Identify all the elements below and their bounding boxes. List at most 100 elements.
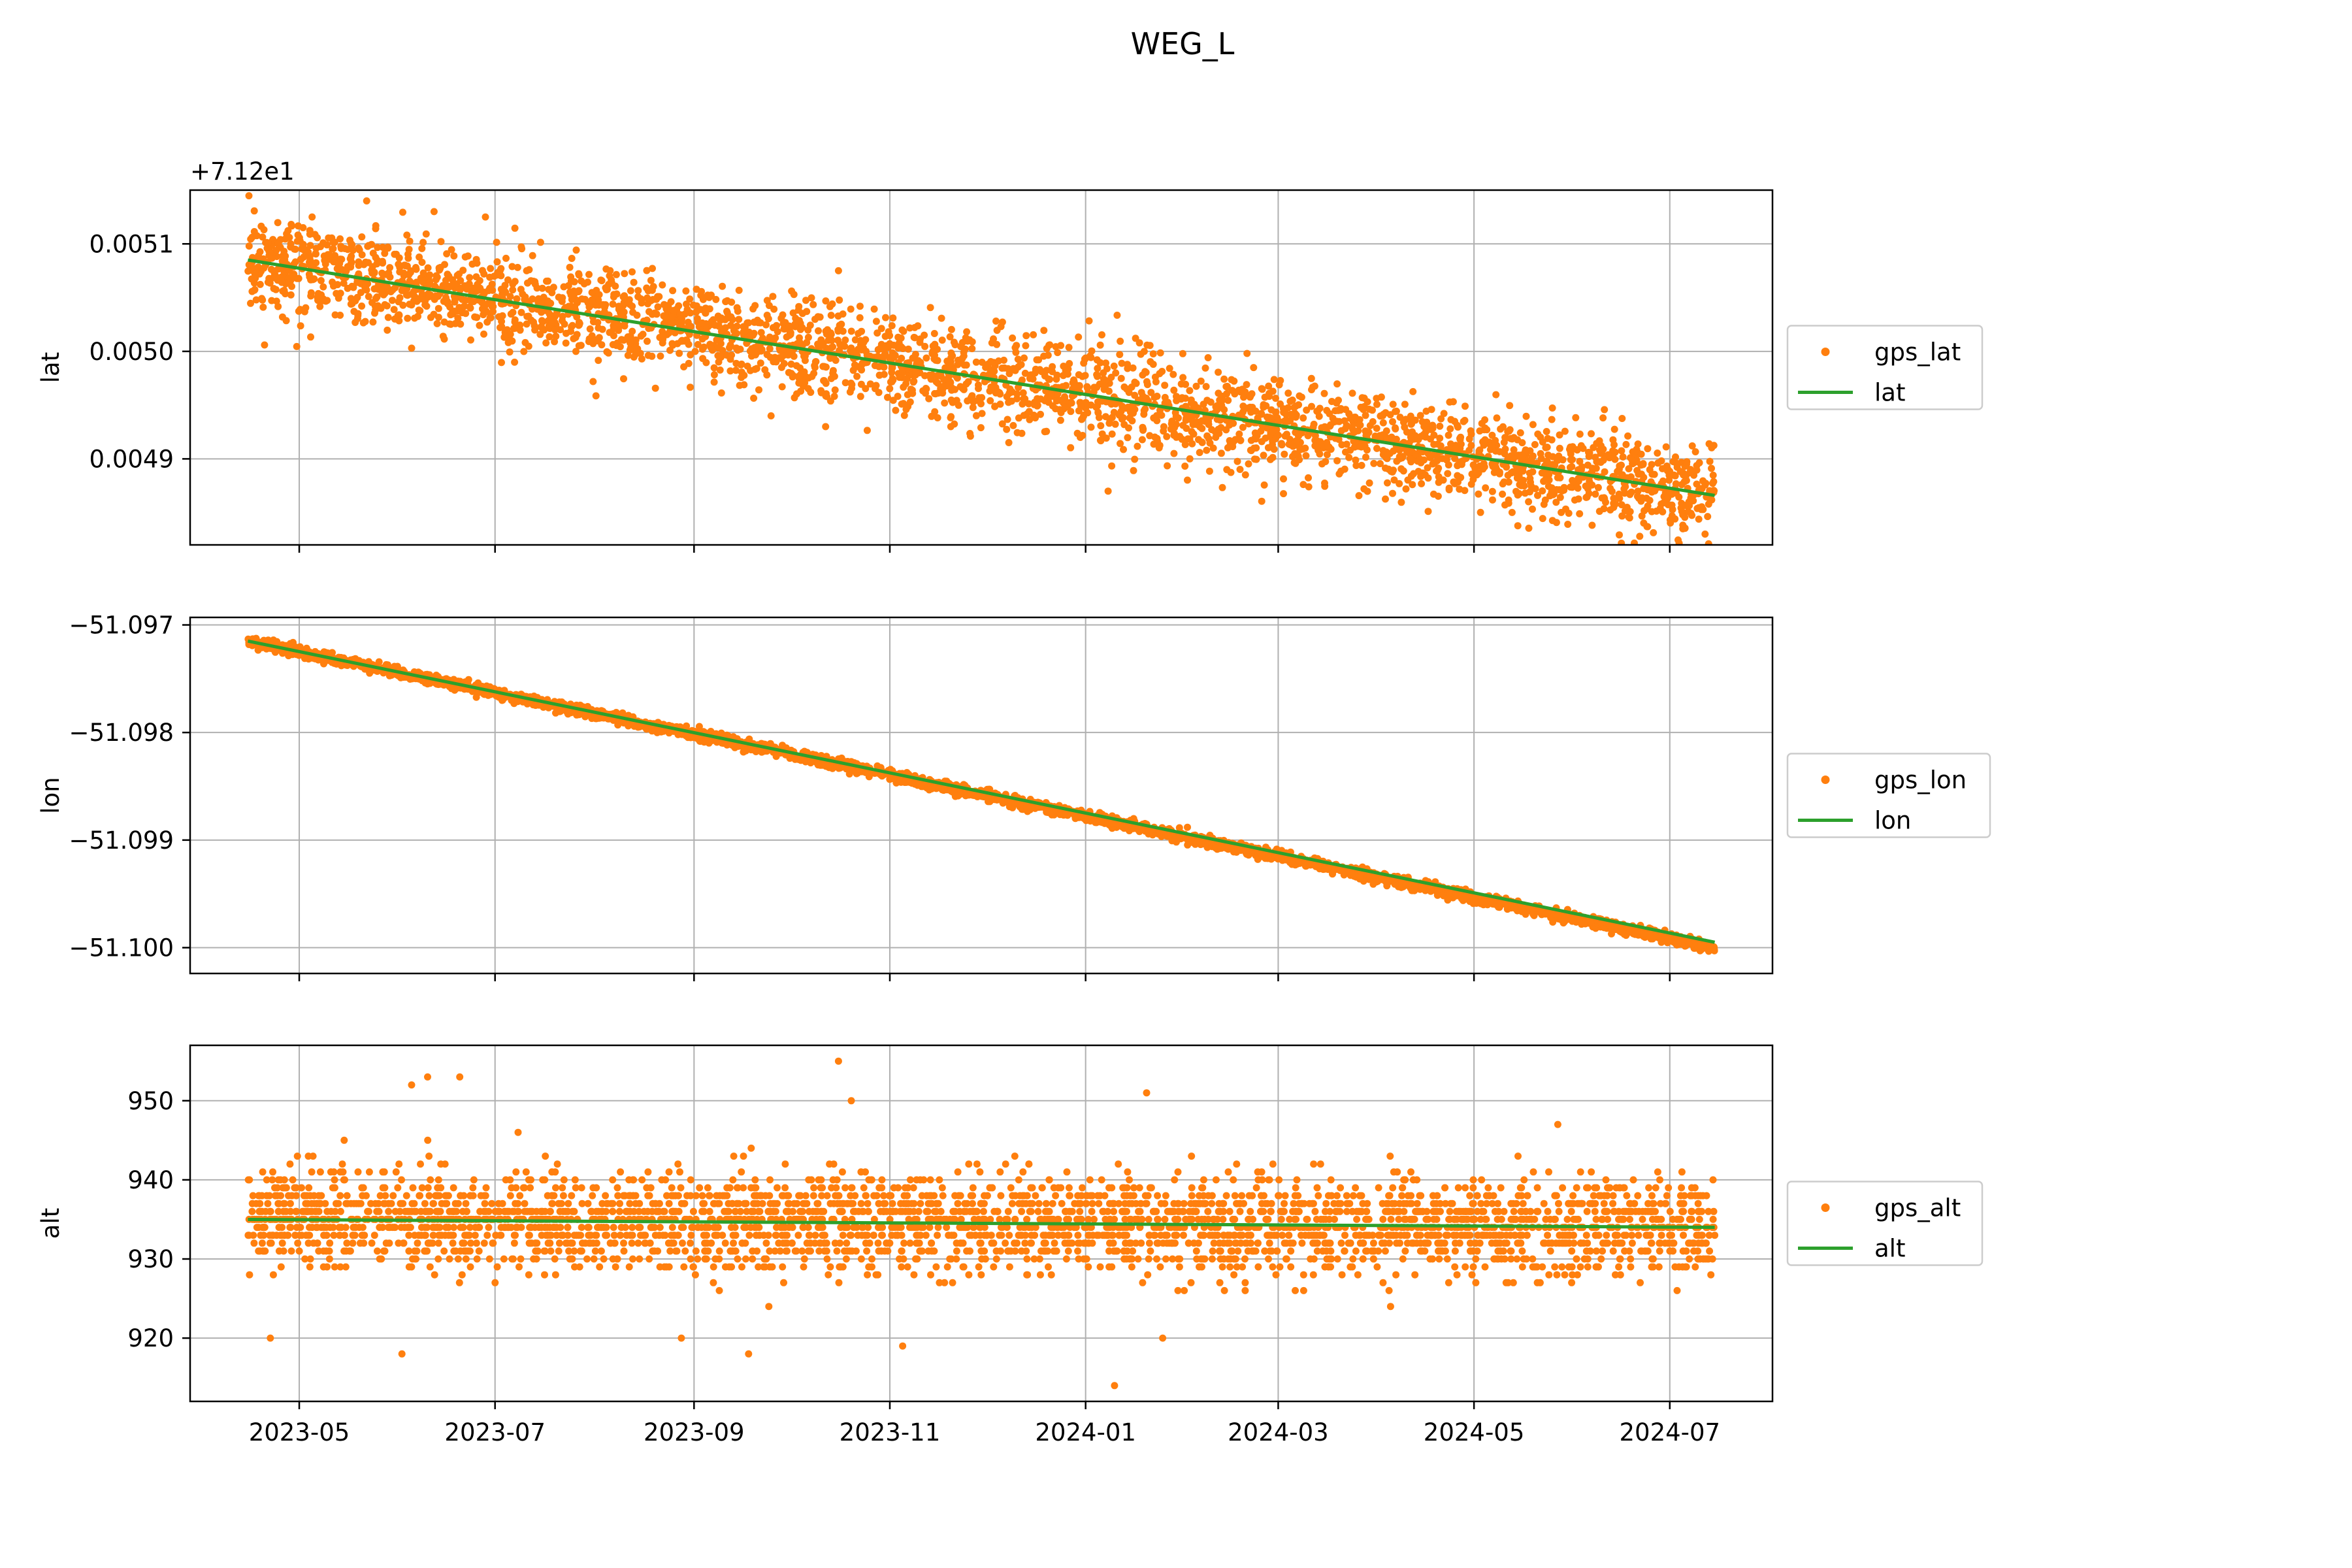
data-point bbox=[1000, 356, 1007, 364]
data-point bbox=[1379, 431, 1387, 439]
data-point bbox=[1688, 512, 1696, 519]
data-point bbox=[1188, 428, 1196, 436]
data-point bbox=[1009, 421, 1017, 429]
data-point bbox=[265, 274, 273, 282]
data-point bbox=[1272, 395, 1279, 402]
data-point bbox=[682, 287, 690, 295]
data-point bbox=[530, 278, 538, 285]
data-point bbox=[885, 328, 892, 336]
data-point bbox=[1333, 380, 1341, 388]
data-point bbox=[1250, 455, 1258, 463]
data-point bbox=[1299, 414, 1307, 422]
data-point bbox=[633, 312, 641, 319]
data-point bbox=[1493, 414, 1501, 422]
data-point bbox=[525, 312, 532, 320]
data-point bbox=[1601, 468, 1609, 476]
data-point bbox=[609, 301, 617, 308]
data-point bbox=[1618, 539, 1625, 545]
data-point bbox=[1203, 432, 1211, 440]
data-point bbox=[268, 297, 276, 304]
data-point bbox=[1080, 411, 1088, 419]
data-point bbox=[1258, 385, 1266, 393]
data-point bbox=[1481, 436, 1489, 444]
data-point bbox=[1618, 501, 1625, 509]
data-point bbox=[958, 355, 966, 363]
data-point bbox=[960, 348, 968, 356]
data-point bbox=[1396, 480, 1403, 487]
data-point bbox=[466, 303, 474, 310]
data-point bbox=[406, 237, 414, 245]
data-point bbox=[1015, 384, 1022, 391]
data-point bbox=[921, 342, 929, 350]
data-point bbox=[1624, 432, 1632, 440]
data-point bbox=[629, 268, 636, 276]
outlier-point bbox=[430, 208, 438, 216]
data-point bbox=[1352, 456, 1360, 464]
data-point bbox=[1389, 400, 1397, 408]
data-point bbox=[770, 305, 778, 313]
data-point bbox=[1539, 487, 1546, 495]
data-point bbox=[886, 385, 894, 393]
data-point bbox=[1208, 426, 1216, 434]
data-point bbox=[1439, 476, 1447, 484]
data-point bbox=[1631, 539, 1638, 545]
data-point bbox=[1467, 427, 1475, 434]
data-point bbox=[1203, 446, 1211, 454]
data-point bbox=[943, 382, 951, 390]
data-point bbox=[1192, 382, 1200, 390]
data-point bbox=[1529, 468, 1537, 476]
data-point bbox=[1477, 508, 1484, 516]
data-point bbox=[476, 321, 483, 329]
data-point bbox=[1429, 421, 1437, 429]
data-point bbox=[520, 348, 528, 355]
data-point bbox=[947, 349, 955, 357]
data-point bbox=[1315, 412, 1323, 420]
data-point bbox=[1161, 382, 1169, 389]
data-point bbox=[1358, 443, 1365, 451]
data-point bbox=[293, 237, 301, 245]
data-point bbox=[1217, 449, 1225, 457]
data-point bbox=[604, 286, 611, 293]
data-point bbox=[735, 316, 743, 323]
data-point bbox=[1402, 485, 1410, 493]
data-point bbox=[1105, 387, 1113, 395]
legend-box bbox=[1786, 325, 1984, 410]
data-point bbox=[1160, 423, 1168, 431]
data-point bbox=[1420, 456, 1428, 464]
data-point bbox=[272, 286, 280, 293]
data-point bbox=[432, 292, 440, 300]
data-point bbox=[750, 395, 758, 402]
data-point bbox=[1308, 386, 1315, 393]
data-point bbox=[1288, 396, 1296, 404]
data-point bbox=[610, 325, 617, 333]
data-point bbox=[1396, 414, 1404, 421]
data-point bbox=[355, 258, 363, 266]
data-point bbox=[551, 326, 559, 334]
data-point bbox=[436, 266, 443, 274]
data-point bbox=[637, 332, 645, 340]
data-point bbox=[678, 337, 685, 345]
data-point bbox=[803, 338, 811, 346]
data-point bbox=[1567, 483, 1575, 491]
y-tick-label: 0.0049 bbox=[90, 445, 174, 473]
data-point bbox=[319, 239, 327, 247]
data-point bbox=[619, 293, 627, 301]
data-point bbox=[1054, 349, 1062, 357]
data-point bbox=[862, 385, 870, 393]
data-point bbox=[1129, 364, 1137, 372]
data-point bbox=[1445, 486, 1453, 494]
data-point bbox=[1644, 445, 1652, 453]
data-point bbox=[422, 230, 430, 238]
data-point bbox=[1488, 487, 1496, 495]
outlier-point bbox=[1223, 466, 1231, 474]
data-point bbox=[1269, 453, 1277, 461]
data-point bbox=[373, 260, 381, 268]
data-point bbox=[615, 302, 623, 310]
data-point bbox=[1007, 397, 1015, 405]
data-point bbox=[1446, 425, 1454, 433]
data-point bbox=[740, 381, 748, 389]
data-point bbox=[509, 280, 517, 288]
legend-label-gps_lat: gps_lat bbox=[1874, 338, 1961, 367]
data-point bbox=[1267, 406, 1275, 414]
data-point bbox=[699, 355, 707, 363]
